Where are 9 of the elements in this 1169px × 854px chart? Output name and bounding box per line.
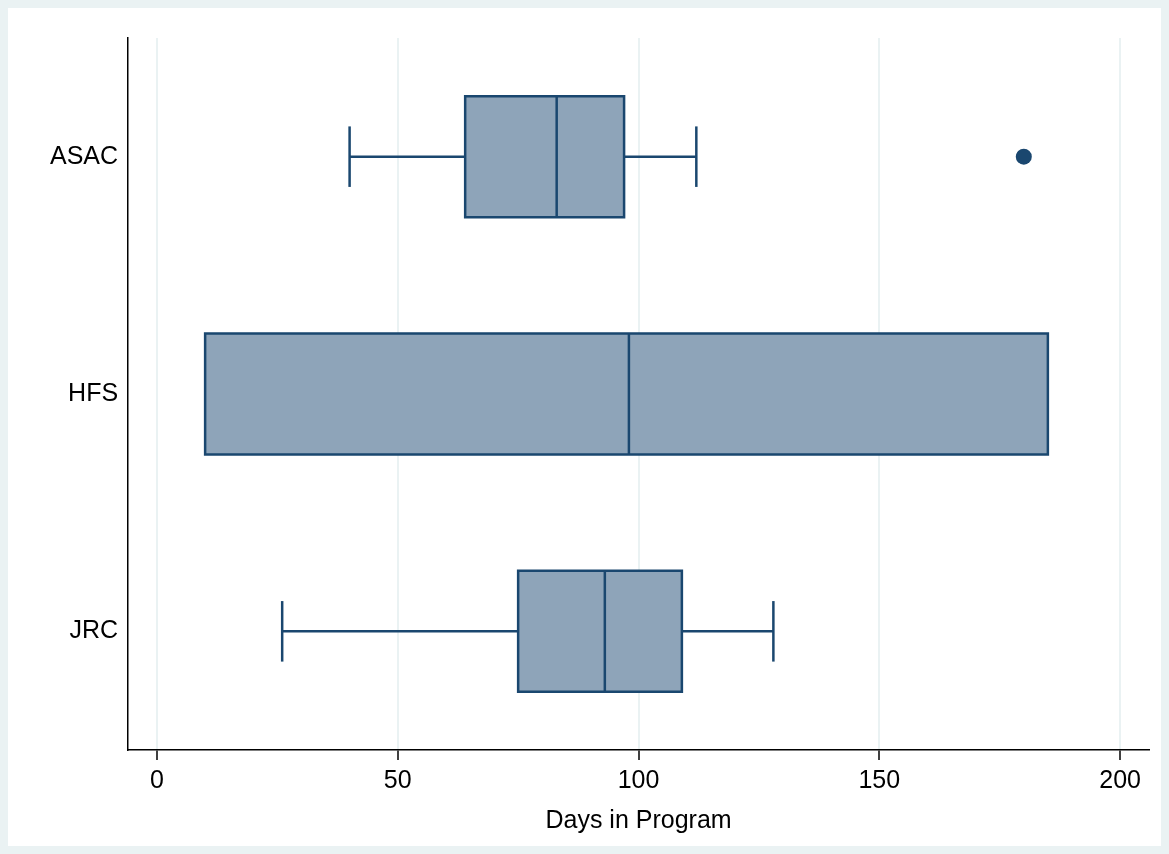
y-tick-label: JRC [69, 615, 119, 644]
x-tick-label: 0 [150, 764, 164, 793]
x-tick-label: 150 [858, 764, 901, 793]
x-axis-title: Days in Program [545, 804, 732, 833]
y-tick-label: HFS [68, 377, 119, 406]
x-tick-label: 50 [383, 764, 412, 793]
x-tick-label: 200 [1099, 764, 1141, 793]
x-tick-label: 100 [617, 764, 660, 793]
y-tick-label: ASAC [49, 140, 119, 169]
